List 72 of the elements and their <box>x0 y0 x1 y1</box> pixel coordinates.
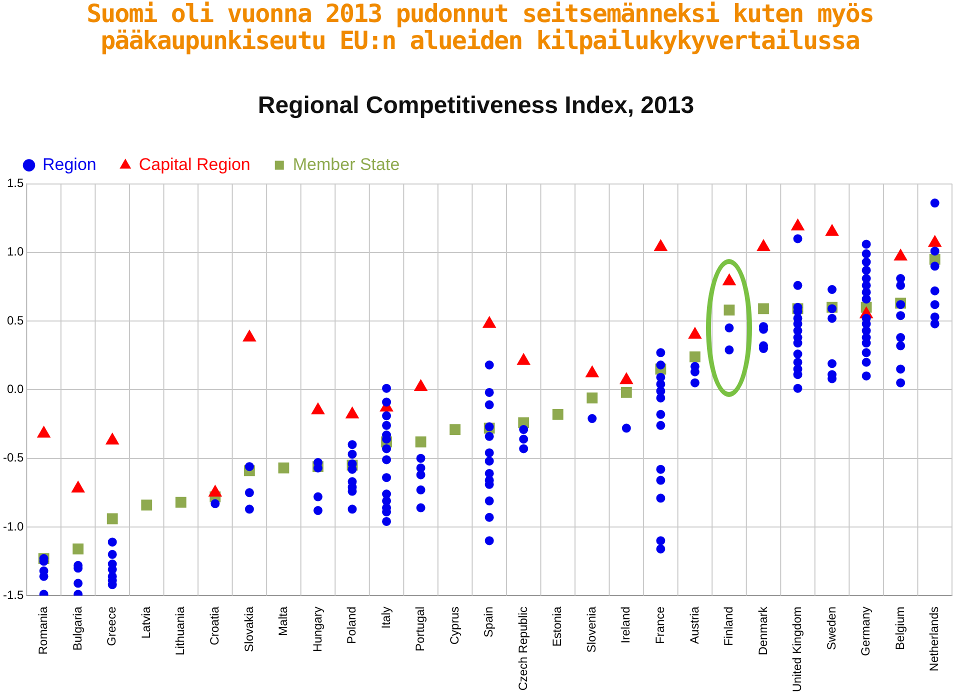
x-tick-label: Sweden <box>824 606 838 650</box>
chart-subtitle: Regional Competitiveness Index, 2013 <box>258 92 694 120</box>
point <box>37 426 50 438</box>
point <box>450 424 461 435</box>
x-tick-label: Germany <box>858 606 873 656</box>
point <box>242 330 256 342</box>
x-tick-label: Malta <box>276 606 290 636</box>
x-tick-label: Croatia <box>207 606 222 646</box>
x-tick-label: Netherlands <box>927 606 942 672</box>
point <box>620 372 633 384</box>
point <box>106 433 119 444</box>
point <box>72 481 85 493</box>
y-tick-label: -1.0 <box>2 519 24 534</box>
x-tick-label: United Kingdom <box>790 606 804 692</box>
x-tick-label: Slovakia <box>242 606 256 652</box>
x-tick-label: Estonia <box>550 606 564 647</box>
x-tick-label: Spain <box>482 606 496 638</box>
point <box>894 249 908 261</box>
x-tick-label: Italy <box>378 606 393 629</box>
point <box>517 353 530 365</box>
legend-label: Capital Region <box>138 154 250 174</box>
point <box>586 392 598 404</box>
x-tick-label: Ireland <box>618 606 633 644</box>
y-tick-label: 0.0 <box>6 382 24 396</box>
x-tick-label: Greece <box>104 606 119 646</box>
x-tick-label: Denmark <box>756 606 770 656</box>
x-tick-label: Bulgaria <box>70 606 84 651</box>
point <box>106 513 118 524</box>
point <box>756 239 770 251</box>
point <box>278 462 290 474</box>
point <box>724 304 735 316</box>
x-tick-label: Cyprus <box>447 606 462 645</box>
y-tick-label: 0.5 <box>6 313 24 328</box>
point <box>722 274 736 286</box>
chart-title: Suomi oli vuonna 2013 pudonnut seitsemänneksi kuten myös pääkaupunkiseutu EU:n alueiden kilpailukykyvertailussa <box>86 0 874 55</box>
x-tick-label: Portugal <box>413 606 428 652</box>
x-tick-label: Latvia <box>138 606 153 639</box>
point <box>175 496 186 508</box>
x-tick-label: France <box>653 606 668 644</box>
point <box>482 316 496 328</box>
point <box>552 408 564 420</box>
point <box>825 224 839 236</box>
point <box>688 327 702 339</box>
x-tick-label: Belgium <box>892 606 907 650</box>
x-tick-label: Poland <box>344 606 359 644</box>
legend-label: Region <box>42 154 96 174</box>
legend-label: Member State <box>292 154 400 174</box>
x-tick-label: Czech Republic <box>516 606 530 691</box>
y-tick-label: 1.5 <box>6 176 24 190</box>
point <box>654 239 668 251</box>
point <box>346 406 359 418</box>
y-tick-label: 1.0 <box>6 244 24 259</box>
point <box>758 303 769 314</box>
x-tick-label: Slovenia <box>584 606 598 653</box>
point <box>414 379 428 391</box>
point <box>141 500 152 510</box>
point <box>586 366 599 378</box>
x-tick-label: Lithuania <box>173 606 188 656</box>
x-tick-label: Austria <box>687 606 702 644</box>
point <box>620 387 632 398</box>
y-tick-label: -1.5 <box>2 588 24 602</box>
point <box>208 485 222 497</box>
point <box>415 436 426 448</box>
point <box>690 351 700 362</box>
x-tick-label: Hungary <box>310 606 324 652</box>
x-tick-label: Romania <box>36 606 50 655</box>
y-tick-label: -0.5 <box>2 450 24 465</box>
x-tick-label: Finland <box>722 606 736 646</box>
point <box>311 402 325 414</box>
point <box>928 235 942 247</box>
point <box>791 218 804 230</box>
point <box>72 543 84 554</box>
